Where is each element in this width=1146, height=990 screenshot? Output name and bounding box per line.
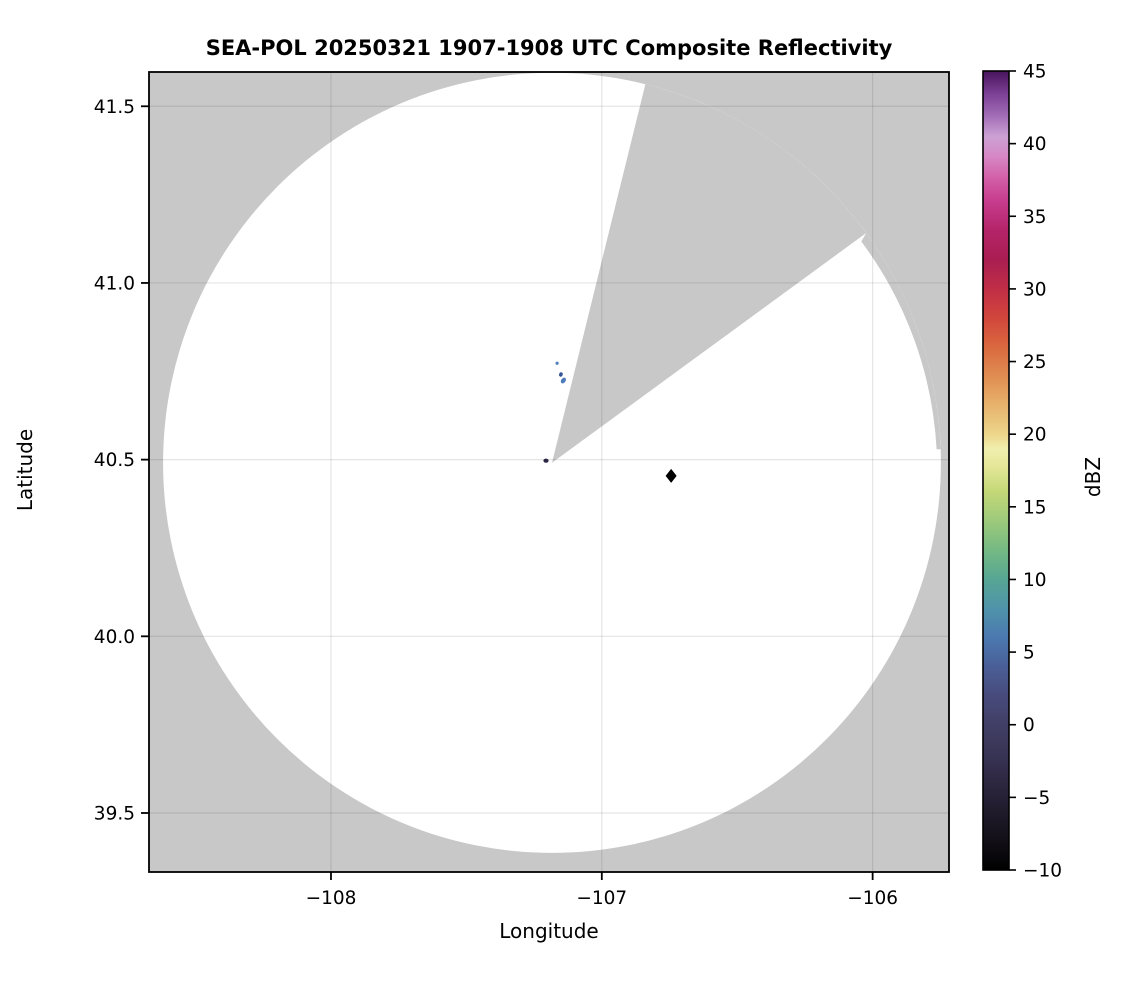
colorbar-tick-label: 30 <box>1023 279 1047 300</box>
colorbar-gradient <box>983 71 1009 870</box>
y-axis-label: Latitude <box>13 429 37 511</box>
reflectivity-echo <box>543 458 549 463</box>
reflectivity-echo <box>559 372 563 377</box>
data-marks <box>543 361 677 483</box>
plot-area <box>149 72 949 872</box>
colorbar-tick-label: 40 <box>1023 134 1047 155</box>
colorbar-label: dBZ <box>1081 457 1105 497</box>
y-tick-label: 41.0 <box>94 273 135 294</box>
chart-title: SEA-POL 20250321 1907-1908 UTC Composite… <box>206 36 893 60</box>
colorbar-tick-label: 25 <box>1023 352 1047 373</box>
grid-lines <box>149 72 949 872</box>
colorbar-tick-label: 15 <box>1023 497 1047 518</box>
colorbar: 45 40 35 30 25 20 15 10 5 0 −5 −10 <box>982 62 1062 882</box>
plot-border <box>148 71 950 873</box>
colorbar-border <box>982 70 1010 871</box>
colorbar-tick-label: −5 <box>1023 788 1050 809</box>
site-marker-diamond <box>665 468 677 483</box>
reflectivity-echo <box>560 377 566 384</box>
blocked-sector-wedge <box>552 84 867 463</box>
colorbar-tick-label: 0 <box>1023 715 1035 736</box>
colorbar-tick-label: 5 <box>1023 643 1035 664</box>
reflectivity-echo <box>555 361 559 365</box>
y-tick-label: 39.5 <box>94 803 135 824</box>
axes: −108 −107 −106 41.5 41.0 40.5 40.0 39.5 <box>94 71 950 909</box>
y-tick-label: 40.5 <box>94 450 135 471</box>
x-tick-label: −106 <box>847 888 898 909</box>
colorbar-tick-label: 10 <box>1023 570 1047 591</box>
colorbar-tick-label: −10 <box>1023 861 1062 882</box>
y-tick-label: 40.0 <box>94 627 135 648</box>
colorbar-tick-label: 45 <box>1023 62 1047 83</box>
x-axis-label: Longitude <box>499 919 598 943</box>
x-tick-label: −108 <box>306 888 357 909</box>
y-tick-label: 41.5 <box>94 97 135 118</box>
x-tick-label: −107 <box>576 888 627 909</box>
colorbar-tick-label: 35 <box>1023 207 1047 228</box>
colorbar-tick-label: 20 <box>1023 425 1047 446</box>
